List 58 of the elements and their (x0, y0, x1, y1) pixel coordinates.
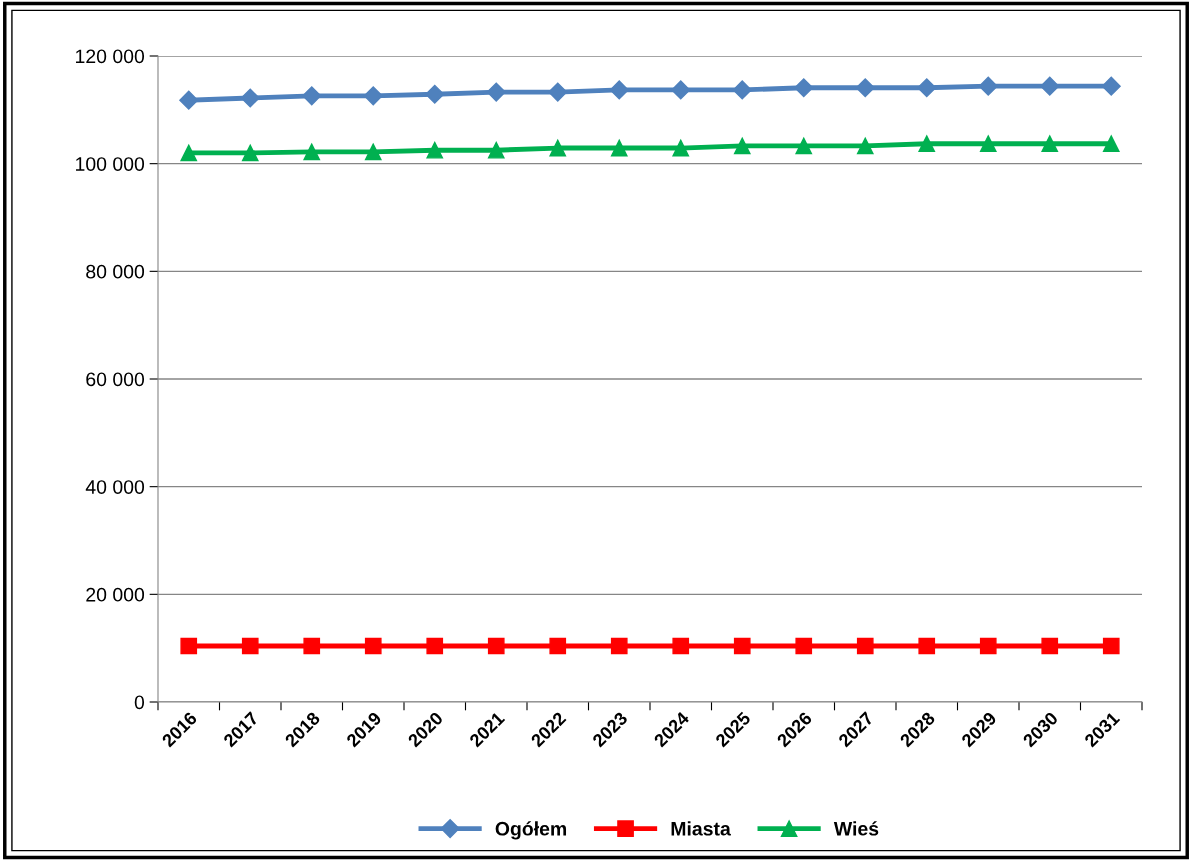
y-tick-label: 60 000 (86, 372, 145, 387)
point (918, 135, 936, 153)
point (364, 637, 382, 655)
point (487, 637, 505, 655)
point (1040, 76, 1060, 96)
legend-label: Miasta (671, 821, 731, 836)
point (303, 637, 321, 655)
point (733, 637, 751, 655)
point (303, 143, 321, 161)
y-tick-label: 0 (134, 695, 145, 710)
y-tick-label: 120 000 (76, 49, 145, 64)
point (1041, 135, 1059, 153)
point (549, 637, 567, 655)
point (1041, 637, 1059, 655)
y-tick-label: 20 000 (86, 587, 145, 602)
point (918, 637, 936, 655)
point (979, 637, 997, 655)
point (672, 637, 690, 655)
legend-label: Ogółem (495, 821, 567, 840)
point (241, 637, 259, 655)
point (1102, 637, 1120, 655)
point (795, 137, 813, 155)
point (426, 141, 444, 159)
point (732, 80, 752, 100)
point (610, 637, 628, 655)
point (179, 90, 199, 110)
point (856, 637, 874, 655)
point (979, 135, 997, 153)
point (426, 637, 444, 655)
point (180, 144, 198, 162)
point (609, 80, 629, 100)
point (364, 143, 382, 161)
point (917, 78, 937, 98)
point (855, 78, 875, 98)
y-tick-label: 40 000 (85, 480, 145, 494)
point (671, 80, 691, 100)
point (486, 82, 506, 102)
point (487, 141, 505, 159)
point (1101, 76, 1121, 96)
point (610, 139, 628, 157)
point (302, 86, 322, 106)
y-tick-label: 100 000 (76, 157, 145, 171)
y-tick-label: 80 000 (86, 264, 145, 279)
point (794, 78, 814, 98)
point (240, 88, 260, 108)
point (795, 637, 813, 655)
point (978, 76, 998, 96)
point (733, 137, 751, 155)
point (1102, 135, 1120, 153)
point (180, 637, 198, 655)
point (425, 84, 445, 104)
point (549, 139, 567, 157)
point (241, 144, 259, 162)
point (363, 86, 383, 106)
legend-label: Wieś (833, 821, 879, 836)
point (856, 137, 874, 155)
point (548, 82, 568, 102)
point (672, 139, 690, 157)
